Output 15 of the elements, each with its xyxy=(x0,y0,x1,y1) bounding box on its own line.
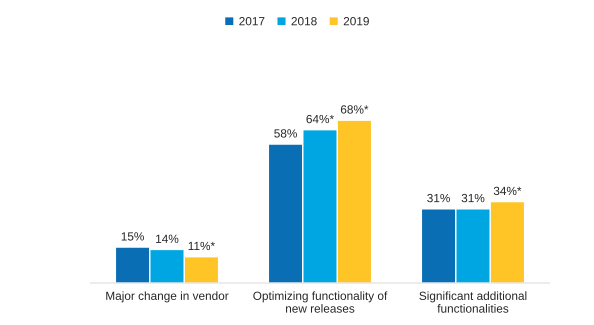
legend-label: 2019 xyxy=(344,17,369,26)
x-tick-label: Major change in vendor xyxy=(106,291,228,302)
x-tick-label: Optimizing functionality of new releases xyxy=(253,291,388,313)
data-label: 64%* xyxy=(306,114,334,124)
data-label: 31% xyxy=(427,194,450,202)
data-label: 15% xyxy=(122,232,144,241)
legend-label: 2018 xyxy=(292,17,317,26)
data-label: 31% xyxy=(462,194,484,202)
data-label: 11%* xyxy=(188,242,215,250)
x-tick-label: Significant additional functionalities xyxy=(419,291,526,313)
data-label: 34%* xyxy=(494,186,522,196)
data-label: 58% xyxy=(274,129,297,138)
data-label: 68%* xyxy=(340,105,368,114)
legend-label: 2017 xyxy=(239,17,264,26)
data-label: 14% xyxy=(156,234,178,243)
